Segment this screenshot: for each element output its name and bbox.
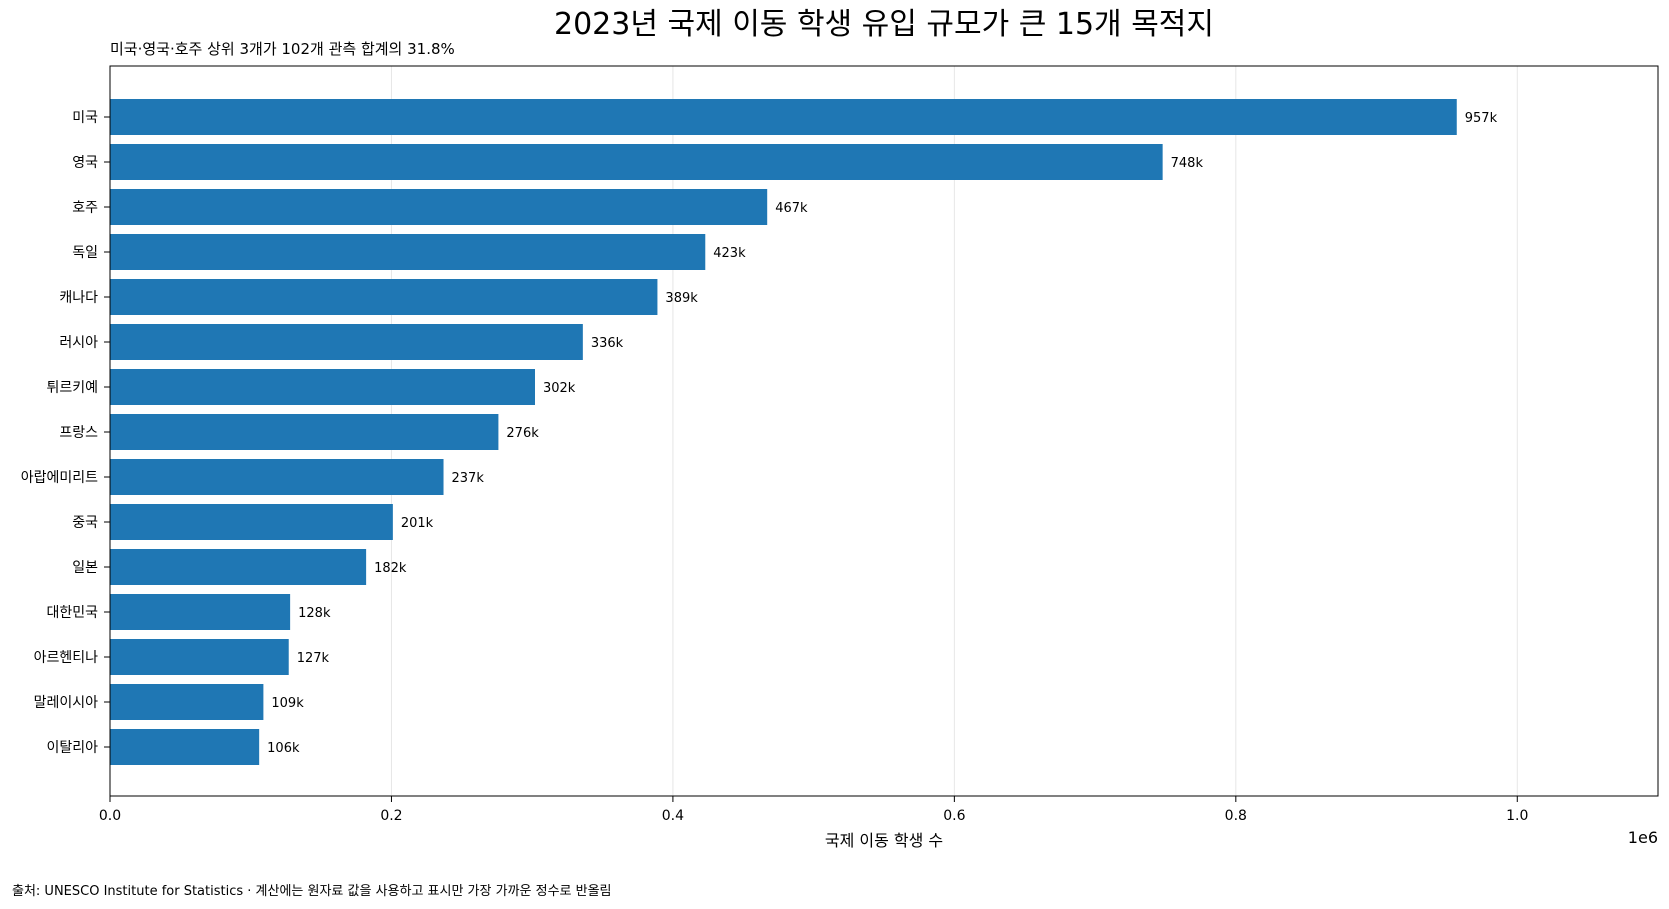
x-tick-label: 0.6 [943, 808, 965, 824]
category-label: 캐나다 [59, 290, 98, 306]
bar [110, 729, 260, 765]
bar [110, 414, 499, 450]
bar [110, 369, 535, 405]
value-label: 128k [298, 606, 331, 621]
chart-title: 2023년 국제 이동 학생 유입 규모가 큰 15개 목적지 [554, 7, 1214, 42]
bar [110, 99, 1457, 135]
category-label: 말레이시아 [34, 695, 99, 711]
category-label: 아르헨티나 [34, 650, 99, 666]
bar [110, 504, 393, 540]
bar [110, 639, 289, 675]
bar [110, 549, 367, 585]
x-axis-offset-label: 1e6 [1628, 828, 1658, 847]
value-label: 276k [506, 426, 539, 441]
x-tick-label: 0.0 [99, 808, 121, 824]
value-label: 109k [271, 696, 304, 711]
x-tick-label: 1.0 [1506, 808, 1528, 824]
category-label: 튀르키예 [46, 380, 98, 396]
bar [110, 594, 291, 630]
plot-frame [109, 65, 1659, 797]
value-label: 957k [1465, 111, 1498, 126]
bars [110, 99, 1457, 765]
category-label: 중국 [72, 515, 98, 531]
category-label: 미국 [72, 110, 98, 126]
value-label: 302k [543, 381, 576, 396]
category-label: 영국 [72, 155, 98, 171]
category-label: 독일 [72, 245, 98, 261]
bar [110, 189, 768, 225]
value-label: 336k [591, 336, 624, 351]
grid-lines [390, 66, 1518, 796]
source-note: 출처: UNESCO Institute for Statistics · 계산… [12, 884, 612, 899]
value-label: 106k [267, 741, 300, 756]
category-label: 호주 [72, 200, 98, 216]
chart-subtitle: 미국·영국·호주 상위 3개가 102개 관측 합계의 31.8% [110, 40, 455, 58]
value-label: 748k [1171, 156, 1204, 171]
category-label: 이탈리아 [46, 740, 98, 756]
value-labels: 957k 748k 467k 423k 389k 336k 302k 276k 237k 201k… [267, 111, 1497, 756]
category-label: 프랑스 [59, 425, 98, 441]
x-ticks: 0.0 0.2 0.4 0.6 0.8 1.0 [99, 796, 1528, 824]
value-label: 237k [452, 471, 485, 486]
bar [110, 684, 264, 720]
bar [110, 324, 583, 360]
value-label: 127k [297, 651, 330, 666]
category-label: 대한민국 [46, 605, 98, 621]
bar [110, 234, 706, 270]
value-label: 423k [713, 246, 746, 261]
x-tick-label: 0.8 [1225, 808, 1247, 824]
category-label: 러시아 [59, 335, 98, 351]
category-label: 아랍에미리트 [21, 470, 98, 486]
value-label: 182k [374, 561, 407, 576]
x-tick-label: 0.2 [380, 808, 402, 824]
bar [110, 279, 658, 315]
x-axis-label: 국제 이동 학생 수 [825, 831, 943, 850]
category-labels: 미국영국호주독일캐나다러시아튀르키예프랑스아랍에미리트중국일본대한민국아르헨티나… [21, 110, 110, 756]
x-tick-label: 0.4 [662, 808, 684, 824]
value-label: 201k [401, 516, 434, 531]
bar [110, 144, 1163, 180]
value-label: 389k [665, 291, 698, 306]
category-label: 일본 [72, 560, 98, 576]
bar [110, 459, 444, 495]
value-label: 467k [775, 201, 808, 216]
